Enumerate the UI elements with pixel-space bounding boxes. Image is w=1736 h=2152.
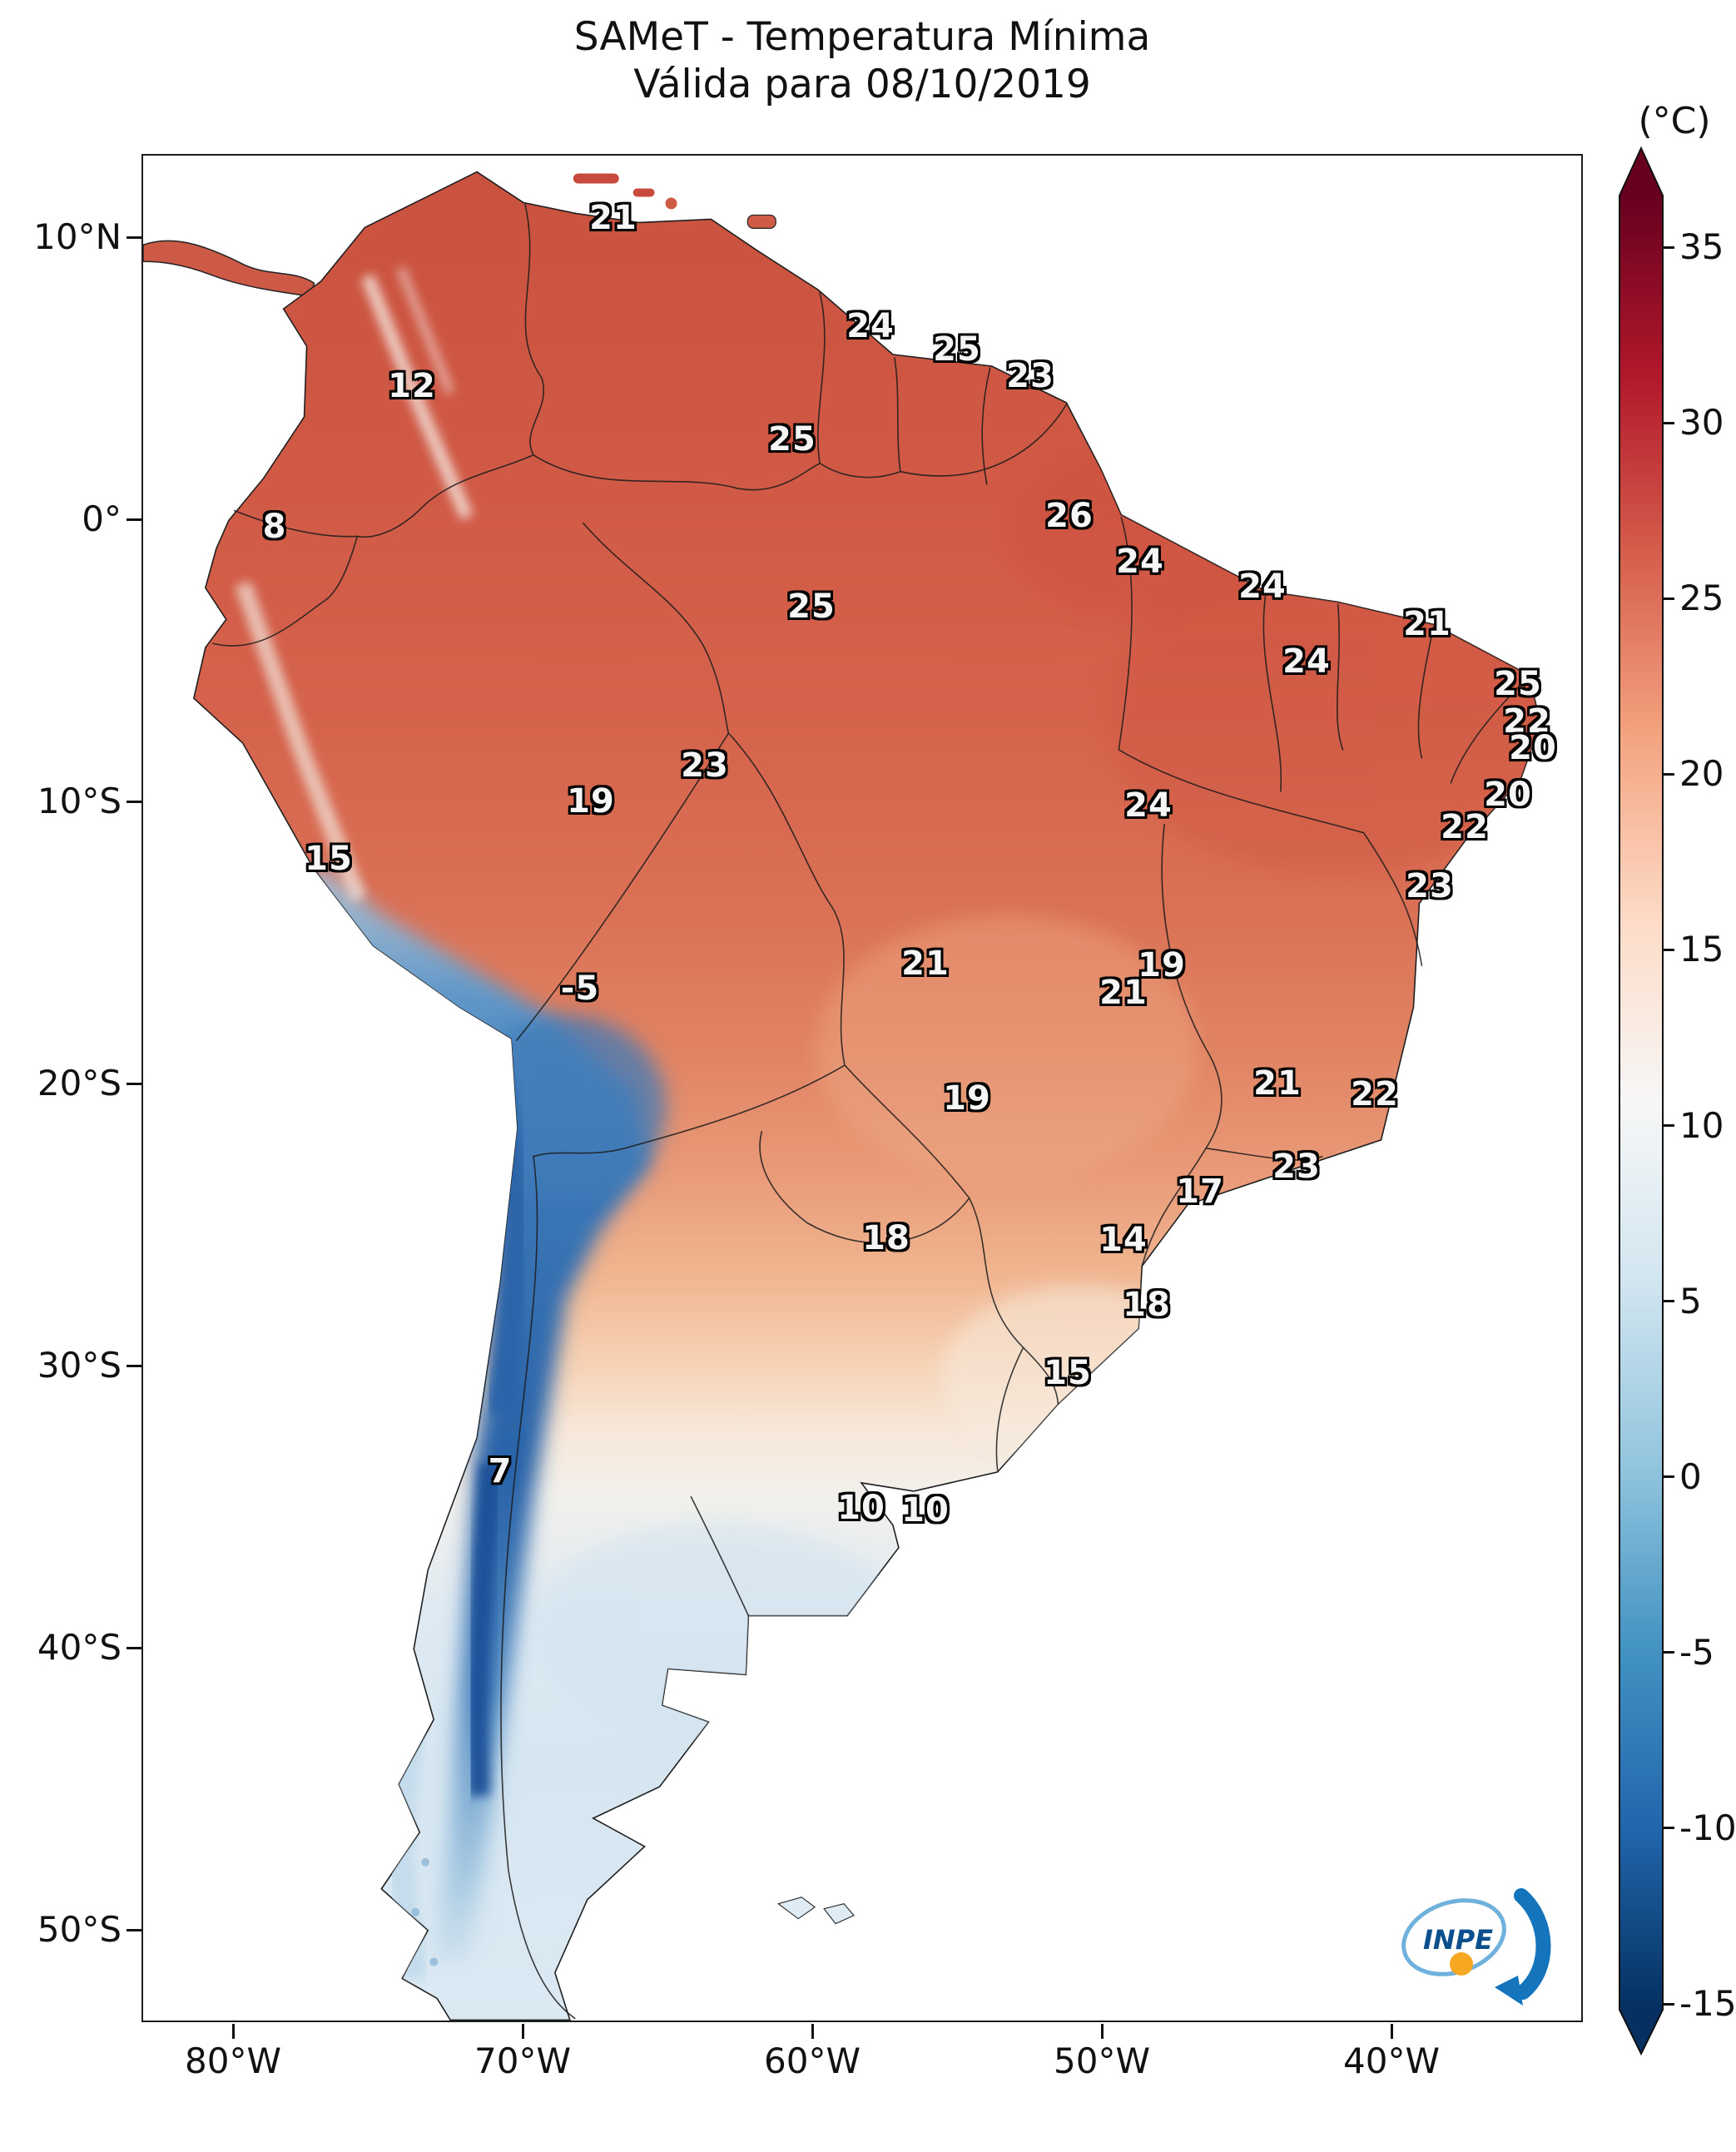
y-axis-tick-label: 50°S <box>37 1909 122 1950</box>
colorbar-over-arrow <box>1619 148 1663 196</box>
colorbar-tick-mark <box>1663 1300 1674 1303</box>
colorbar-gradient-body <box>1619 196 1663 2010</box>
y-axis-tick-mark <box>126 1928 141 1931</box>
y-axis-tick-label: 10°S <box>37 781 122 821</box>
country-borders <box>212 203 1530 2020</box>
x-axis-tick-label: 40°W <box>1343 2040 1440 2081</box>
inpe-logo: INPE <box>1401 1888 1551 2006</box>
y-axis-tick-mark <box>126 518 141 521</box>
y-axis-tick-mark <box>126 236 141 239</box>
inpe-arrow-icon <box>1514 1888 1551 2000</box>
colorbar-tick-mark <box>1663 245 1674 249</box>
y-axis-tick-mark <box>126 1364 141 1367</box>
colorbar-tick-label: -10 <box>1679 1807 1736 1848</box>
colorbar-tick-label: 0 <box>1679 1455 1702 1497</box>
colorbar-tick-label: -15 <box>1679 1983 1736 2024</box>
colorbar-tick-mark <box>1663 1475 1674 1479</box>
colorbar-tick-label: 5 <box>1679 1280 1702 1321</box>
y-axis-tick-mark <box>126 1646 141 1649</box>
x-axis-tick-label: 50°W <box>1054 2040 1150 2081</box>
colorbar-tick-label: -5 <box>1679 1631 1714 1673</box>
chart-title-line1: SAMeT - Temperatura Mínima <box>573 14 1151 60</box>
x-axis-tick-mark <box>521 2024 524 2039</box>
y-axis-tick-mark <box>126 800 141 803</box>
x-axis-tick-mark <box>1100 2024 1104 2039</box>
colorbar-unit-label: (°C) <box>1638 100 1711 142</box>
colorbar-tick-label: 20 <box>1679 753 1724 795</box>
colorbar-tick-label: 10 <box>1679 1104 1724 1146</box>
colorbar-tick-mark <box>1663 772 1674 776</box>
inpe-arrowhead-icon <box>1495 1976 1523 2006</box>
panama-landmass <box>143 240 315 298</box>
y-axis-tick-label: 0° <box>82 498 122 539</box>
map-frame <box>141 154 1583 2022</box>
chart-title: SAMeT - Temperatura Mínima Válida para 0… <box>141 13 1583 109</box>
colorbar-tick-mark <box>1663 421 1674 424</box>
x-axis-tick-mark <box>811 2024 814 2039</box>
colorbar <box>1619 146 1664 2056</box>
colorbar-tick-label: 25 <box>1679 578 1724 619</box>
inpe-logo-text: INPE <box>1423 1924 1493 1956</box>
colorbar-tick-mark <box>1663 1124 1674 1127</box>
x-axis-tick-label: 80°W <box>185 2040 281 2081</box>
colorbar-tick-mark <box>1663 1651 1674 1654</box>
inpe-orange-dot-icon <box>1450 1952 1473 1976</box>
chart-title-line2: Válida para 08/10/2019 <box>633 62 1091 108</box>
south-america-map <box>143 171 1541 2021</box>
colorbar-outline <box>1619 146 1664 2056</box>
y-axis-tick-mark <box>126 1082 141 1085</box>
y-axis-tick-label: 40°S <box>37 1627 122 1668</box>
colorbar-tick-label: 35 <box>1679 226 1724 267</box>
colorbar-tick-mark <box>1663 597 1674 600</box>
colorbar-tick-mark <box>1663 948 1674 951</box>
colorbar-tick-label: 15 <box>1679 929 1724 970</box>
temperature-field-shading <box>235 266 1541 1981</box>
x-axis-tick-mark <box>1390 2024 1393 2039</box>
colorbar-under-arrow <box>1619 2010 1663 2054</box>
x-axis-tick-label: 70°W <box>474 2040 571 2081</box>
y-axis-tick-label: 30°S <box>37 1345 122 1386</box>
colorbar-tick-mark <box>1663 1827 1674 1830</box>
y-axis-tick-label: 20°S <box>37 1063 122 1103</box>
x-axis-tick-mark <box>231 2024 235 2039</box>
colorbar-tick-label: 30 <box>1679 402 1724 444</box>
x-axis-tick-label: 60°W <box>764 2040 861 2081</box>
y-axis-tick-label: 10°N <box>33 216 122 257</box>
islands <box>411 173 855 1966</box>
colorbar-tick-mark <box>1663 2002 1674 2006</box>
falkland-islands <box>776 1897 816 1920</box>
